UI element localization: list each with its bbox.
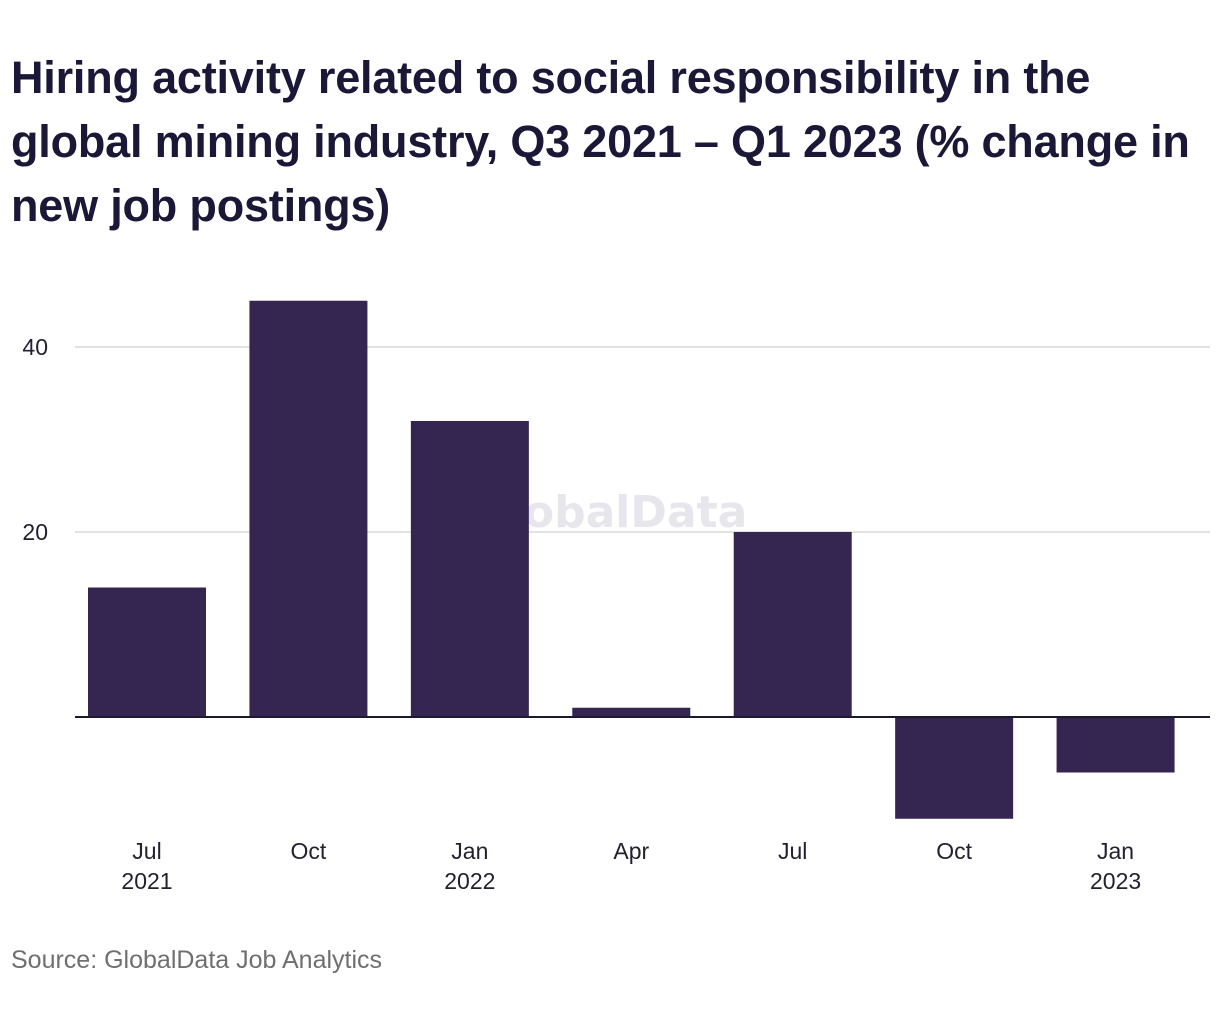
x-tick-label: Oct <box>291 838 327 864</box>
x-tick-label: Jan <box>1097 838 1134 864</box>
bar-5 <box>895 717 1014 819</box>
x-tick-label: Jul <box>132 838 161 864</box>
x-tick-year-label: 2021 <box>121 868 172 894</box>
x-tick-year-label: 2023 <box>1090 868 1141 894</box>
y-tick-label: 20 <box>22 519 48 545</box>
bars <box>88 300 1175 819</box>
x-tick-label: Jul <box>778 838 807 864</box>
x-tick-label: Apr <box>613 838 649 864</box>
y-tick-label: 40 <box>22 334 48 360</box>
x-tick-label: Oct <box>936 838 972 864</box>
bar-0 <box>88 587 206 717</box>
source-note: Source: GlobalData Job Analytics <box>11 946 383 974</box>
bar-4 <box>733 532 852 717</box>
x-tick-year-label: 2022 <box>444 868 495 894</box>
bar-6 <box>1056 717 1175 773</box>
chart-title: Hiring activity related to social respon… <box>11 52 1190 231</box>
bar-2 <box>410 421 529 717</box>
bar-3 <box>572 707 691 717</box>
x-axis-ticks: Jul 2021 Oct Jan 2022 Apr Jul Oct Jan 2023 <box>121 838 1141 894</box>
x-tick-label: Jan <box>451 838 488 864</box>
bar-1 <box>249 300 368 717</box>
